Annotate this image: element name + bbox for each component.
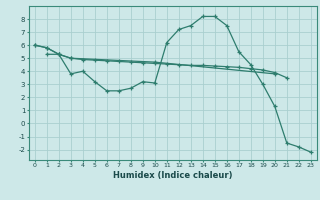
X-axis label: Humidex (Indice chaleur): Humidex (Indice chaleur) xyxy=(113,171,233,180)
